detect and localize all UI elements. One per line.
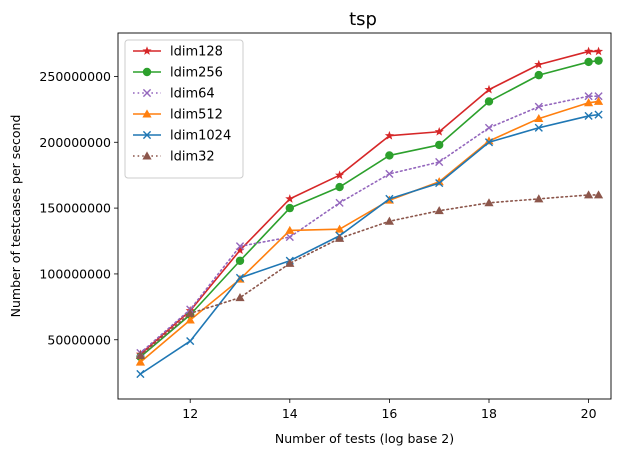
data-point-ldim32 (534, 194, 544, 203)
data-point-ldim256 (484, 97, 494, 106)
data-point-ldim64 (385, 169, 394, 178)
data-point-ldim32 (335, 233, 345, 242)
data-point-ldim512 (135, 357, 146, 366)
x-axis-label: Number of tests (log base 2) (275, 431, 454, 446)
legend-marker (142, 109, 152, 118)
data-point-ldim512 (583, 98, 594, 107)
legend-label: ldim32 (170, 150, 215, 165)
data-point-ldim128 (235, 245, 245, 255)
data-point-ldim256 (335, 182, 344, 192)
legend-label: ldim256 (170, 66, 223, 81)
data-point-ldim128 (384, 130, 394, 140)
data-point-ldim1024 (186, 336, 195, 346)
data-point-ldim32 (593, 190, 604, 199)
data-point-ldim1024 (594, 110, 603, 119)
data-point-ldim64 (235, 242, 245, 251)
data-point-ldim64 (335, 198, 344, 207)
legend-entry-ldim256: ldim256 (133, 66, 223, 81)
data-point-ldim1024 (385, 194, 394, 203)
data-point-ldim1024 (534, 123, 543, 132)
y-axis: 50000000 100000000 150000000 200000000 25000… (39, 69, 118, 347)
series-line-ldim32 (139, 194, 600, 357)
plot-frame (117, 32, 612, 400)
legend-label: ldim128 (170, 45, 223, 60)
data-point-ldim1024 (235, 273, 245, 282)
data-point-ldim1024 (484, 138, 494, 147)
data-point-ldim32 (484, 198, 494, 207)
data-point-ldim128 (584, 46, 594, 56)
chart-title: tsp (349, 9, 377, 30)
legend-entry-ldim1024: ldim1024 (133, 129, 231, 144)
data-point-ldim256 (534, 70, 543, 80)
legend-marker (142, 130, 152, 140)
y-tick-label: 50000000 (47, 332, 111, 347)
x-axis: 12 14 16 18 20 (182, 399, 597, 421)
data-point-ldim512 (593, 96, 604, 105)
legend-label: ldim512 (170, 108, 223, 123)
legend-entry-ldim32: ldim32 (133, 150, 215, 165)
data-point-ldim128 (335, 170, 345, 180)
data-point-ldim256 (594, 56, 603, 65)
legend-marker (142, 67, 152, 77)
legend-entry-ldim64: ldim64 (133, 87, 215, 102)
data-point-ldim256 (285, 203, 295, 213)
x-tick-label: 12 (182, 406, 198, 421)
data-point-ldim64 (435, 157, 444, 167)
data-point-ldim1024 (136, 369, 145, 379)
data-point-ldim64 (534, 102, 543, 111)
legend-marker (142, 151, 152, 160)
legend-marker (142, 88, 152, 98)
data-point-ldim1024 (584, 111, 593, 121)
legend: ldim128 ldim256 ldim64 ldim512 ldim1024 ldim3… (124, 39, 244, 179)
series-line-ldim64 (139, 95, 600, 354)
legend-box (124, 39, 244, 179)
legend-entry-ldim128: ldim128 (133, 45, 223, 60)
data-point-ldim512 (534, 113, 544, 123)
x-tick-label: 16 (381, 406, 397, 421)
data-point-ldim32 (384, 216, 394, 225)
data-point-ldim128 (534, 59, 544, 69)
data-point-ldim32 (235, 293, 245, 302)
legend-entry-ldim512: ldim512 (133, 108, 223, 123)
x-tick-label: 18 (481, 406, 497, 421)
data-point-ldim128 (285, 194, 295, 203)
series-ldim64 (136, 92, 603, 358)
series-ldim32 (135, 190, 604, 360)
data-point-ldim512 (335, 224, 345, 233)
data-point-ldim256 (385, 151, 394, 160)
data-point-ldim256 (235, 256, 245, 265)
y-tick-label: 100000000 (39, 266, 111, 281)
plot-area (135, 46, 604, 379)
data-point-ldim64 (594, 92, 603, 101)
y-tick-label: 150000000 (39, 201, 111, 216)
data-point-ldim128 (484, 84, 494, 94)
x-tick-label: 20 (581, 406, 597, 421)
y-tick-label: 250000000 (39, 69, 111, 84)
data-point-ldim32 (185, 308, 195, 317)
data-point-ldim32 (434, 206, 444, 215)
data-point-ldim256 (434, 140, 444, 150)
data-point-ldim32 (135, 350, 146, 360)
data-point-ldim256 (584, 57, 593, 67)
data-point-ldim64 (584, 92, 593, 101)
data-point-ldim1024 (435, 178, 444, 188)
y-tick-label: 200000000 (39, 135, 111, 150)
data-point-ldim64 (285, 232, 294, 242)
data-point-ldim128 (593, 46, 604, 56)
data-point-ldim512 (185, 315, 195, 324)
data-point-ldim32 (583, 190, 594, 199)
data-point-ldim64 (484, 123, 494, 132)
data-point-ldim512 (285, 225, 295, 234)
data-point-ldim128 (434, 126, 444, 136)
legend-label: ldim1024 (170, 129, 231, 144)
data-point-ldim32 (285, 258, 295, 267)
legend-marker (142, 46, 152, 55)
series-ldim256 (136, 56, 603, 362)
legend-label: ldim64 (170, 87, 215, 102)
x-tick-label: 14 (282, 406, 298, 421)
y-axis-label: Number of testcases per second (8, 115, 23, 318)
